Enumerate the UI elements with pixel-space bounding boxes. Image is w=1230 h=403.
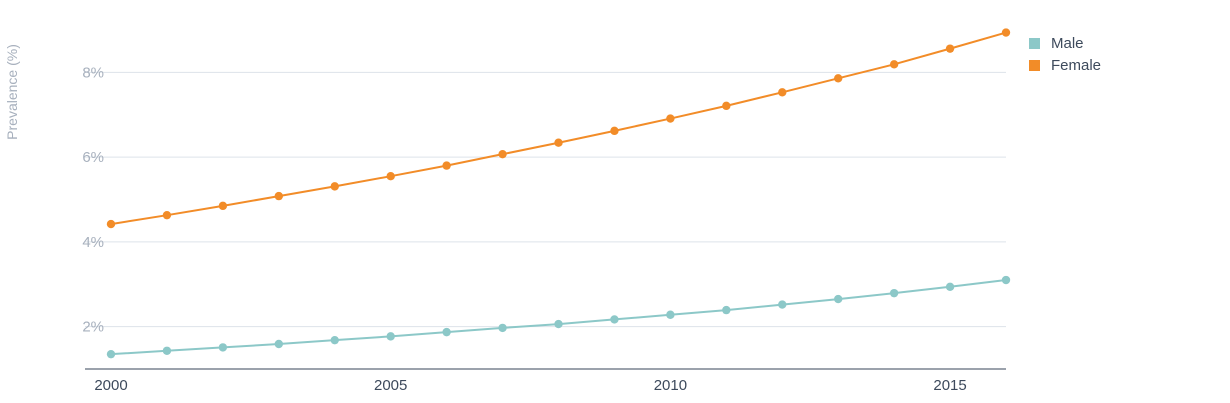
data-point[interactable]	[722, 101, 731, 111]
data-point[interactable]	[1001, 275, 1011, 285]
data-point[interactable]	[833, 294, 843, 304]
y-tick-label: 6%	[82, 149, 104, 166]
data-point[interactable]	[610, 315, 619, 324]
data-point[interactable]	[386, 171, 395, 181]
data-point[interactable]	[442, 161, 451, 170]
series-line	[110, 31, 1007, 226]
data-point[interactable]	[1001, 28, 1011, 37]
data-point[interactable]	[218, 343, 228, 352]
data-point[interactable]	[945, 282, 955, 291]
data-point[interactable]	[106, 349, 116, 359]
series-female	[106, 28, 1011, 229]
legend-swatch	[1029, 60, 1040, 71]
y-tick-label: 4%	[82, 234, 104, 251]
x-tick-label: 2000	[94, 377, 127, 394]
x-tick-label: 2005	[374, 377, 407, 394]
x-tick-label: 2015	[933, 377, 966, 394]
data-point[interactable]	[386, 332, 395, 341]
series-line	[110, 279, 1007, 356]
data-point[interactable]	[162, 346, 172, 355]
data-point[interactable]	[778, 300, 787, 309]
legend: Male Female	[1029, 35, 1101, 74]
y-tick-labels: 2% 4% 6% 8%	[82, 64, 104, 335]
data-point[interactable]	[666, 310, 675, 319]
data-point[interactable]	[330, 182, 339, 191]
legend-label[interactable]: Female	[1051, 57, 1101, 74]
data-point[interactable]	[498, 323, 507, 333]
data-point[interactable]	[162, 210, 172, 220]
x-tick-label: 2010	[654, 377, 687, 394]
data-point[interactable]	[218, 201, 228, 211]
data-point[interactable]	[106, 219, 116, 229]
data-point[interactable]	[610, 126, 619, 136]
data-point[interactable]	[889, 288, 899, 298]
data-point[interactable]	[778, 88, 787, 97]
y-tick-label: 8%	[82, 64, 104, 81]
data-point[interactable]	[442, 327, 451, 337]
data-point[interactable]	[945, 44, 955, 53]
y-axis-label: Prevalence (%)	[4, 44, 20, 140]
data-point[interactable]	[833, 74, 843, 83]
legend-swatch	[1029, 38, 1040, 49]
gridlines	[85, 71, 1006, 328]
series-group	[106, 28, 1011, 359]
y-tick-label: 2%	[82, 319, 104, 336]
series-male	[106, 275, 1011, 359]
x-tick-labels: 2000 2005 2010 2015	[94, 377, 966, 394]
data-point[interactable]	[274, 339, 284, 349]
data-point[interactable]	[274, 191, 284, 201]
data-point[interactable]	[554, 138, 563, 147]
data-point[interactable]	[330, 335, 339, 345]
data-point[interactable]	[554, 319, 563, 329]
data-point[interactable]	[722, 305, 731, 315]
data-point[interactable]	[666, 114, 675, 123]
data-point[interactable]	[889, 60, 899, 69]
data-point[interactable]	[498, 149, 507, 159]
legend-label[interactable]: Male	[1051, 35, 1084, 52]
